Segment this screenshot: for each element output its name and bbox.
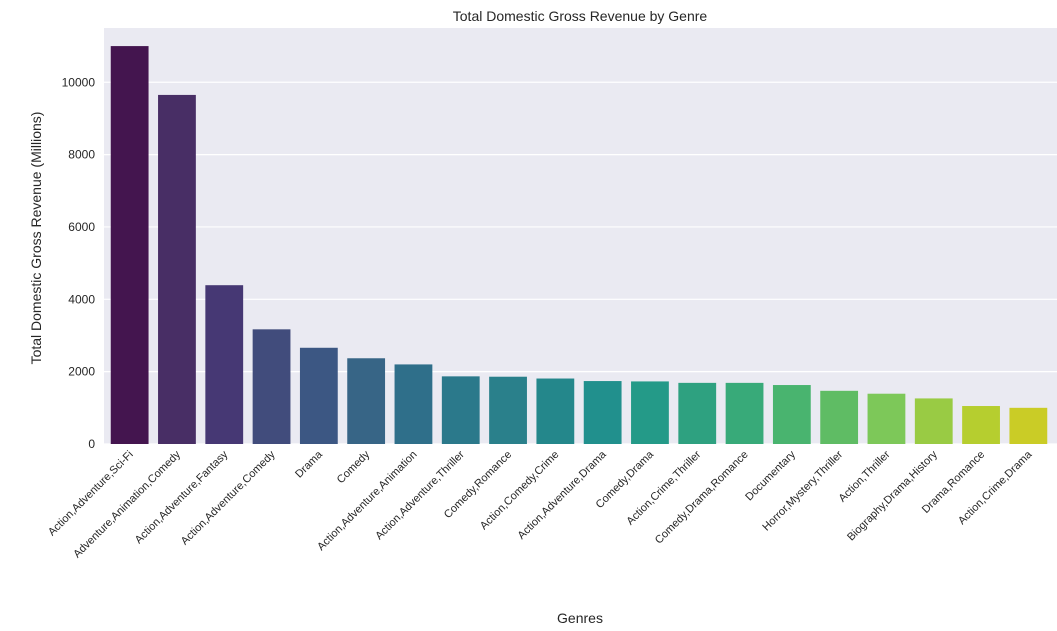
y-tick-label: 10000 [62,75,96,89]
bar [110,46,149,445]
bar [158,94,196,444]
bar [252,329,291,444]
chart-title: Total Domestic Gross Revenue by Genre [453,8,708,24]
bar [867,393,906,444]
bar [1009,407,1048,444]
y-tick-label: 2000 [68,365,95,379]
bars [110,46,1048,445]
x-tick-label: Action,Adventure,Drama [516,448,610,542]
bar [536,378,575,444]
bar [962,406,1000,444]
x-tick-label: Horror,Mystery,Thriller [760,448,845,533]
x-tick-label: Action,Adventure,Sci-Fi [46,449,136,539]
bar [678,382,717,444]
bar [914,398,953,444]
x-tick-label: Comedy [335,448,373,486]
y-tick-label: 6000 [68,220,95,234]
bar [772,385,811,444]
bar [394,364,433,444]
x-tick-label: Action,Adventure,Comedy [179,448,278,547]
x-axis-label: Genres [557,610,603,626]
x-tick-label: Action,Adventure,Thriller [373,448,467,542]
plot-area [104,28,1057,444]
y-axis-label: Total Domestic Gross Revenue (Millions) [28,112,44,365]
x-tick-label: Action,Adventure,Fantasy [133,448,231,546]
bar [489,376,527,444]
y-tick-label: 0 [88,437,95,451]
bar [299,347,338,444]
x-tick-label: Action,Comedy,Crime [478,449,562,533]
bar [820,390,859,444]
bar [631,381,669,444]
bar [725,382,764,444]
x-tick-label: Drama [293,448,325,480]
bar [583,381,622,444]
x-axis-ticks: Action,Adventure,Sci-FiAdventure,Animati… [46,448,1035,560]
y-tick-label: 8000 [68,148,95,162]
x-tick-label: Biography,Drama,History [845,448,940,543]
x-tick-label: Comedy,Drama,Romance [653,449,751,547]
x-tick-label: Action,Adventure,Animation [315,449,419,553]
y-axis-ticks: 0 2000 4000 6000 8000 10000 [62,75,96,451]
bar [347,358,386,444]
bar [205,285,244,444]
bar [441,376,480,444]
y-tick-label: 4000 [68,292,95,306]
